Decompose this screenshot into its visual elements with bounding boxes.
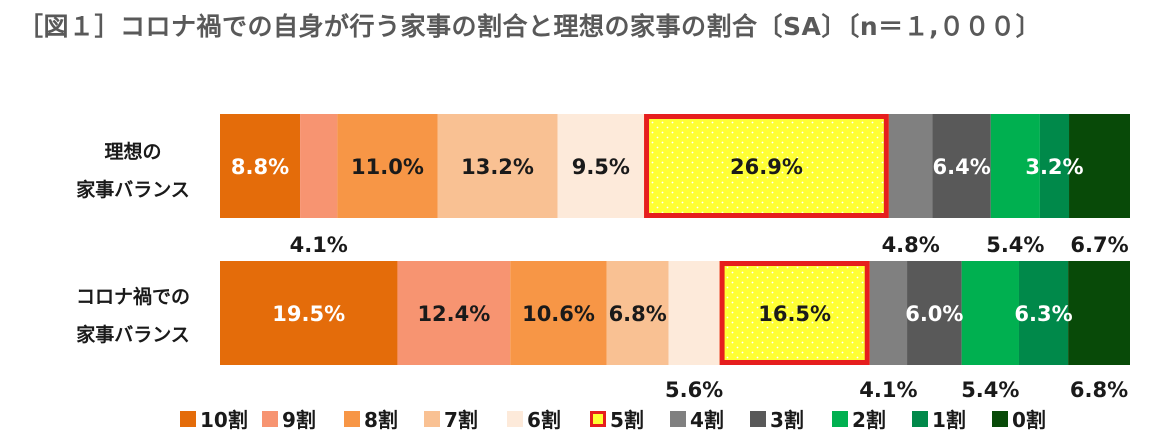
data-label: 6.7% <box>1070 233 1128 257</box>
data-label: 9.5% <box>572 155 630 179</box>
legend-swatch <box>507 411 523 427</box>
data-label: 6.4% <box>933 155 991 179</box>
category-label-line2: 家事バランス <box>76 323 190 346</box>
legend-label: 9割 <box>282 408 316 432</box>
bar-segment-3割 <box>907 261 962 365</box>
bar-segment-2割 <box>990 114 1040 218</box>
highlight-frame <box>644 114 889 218</box>
bar-segment-4割 <box>869 261 908 365</box>
data-label: 5.4% <box>986 233 1044 257</box>
data-label: 6.8% <box>1070 378 1128 402</box>
legend-label: 6割 <box>527 408 561 432</box>
legend-label: 2割 <box>852 408 886 432</box>
legend-swatch <box>832 411 848 427</box>
data-label: 11.0% <box>351 155 424 179</box>
category-label-line2: 家事バランス <box>76 178 190 201</box>
bar-segment-4割 <box>888 114 933 218</box>
bar-segment-2割 <box>961 261 1019 365</box>
bar-segment-3割 <box>932 114 991 218</box>
bar-segment-5割 <box>719 261 870 365</box>
bar-segment-9割 <box>397 261 511 365</box>
legend-swatch <box>992 411 1008 427</box>
data-label: 10.6% <box>522 302 595 326</box>
legend-label: 5割 <box>610 408 644 432</box>
bar-segment-1割 <box>1018 261 1069 365</box>
data-label: 16.5% <box>758 302 831 326</box>
data-label: 3.2% <box>1025 155 1083 179</box>
data-label: 19.5% <box>272 302 345 326</box>
data-label: 4.8% <box>882 233 940 257</box>
bar-segment-6割 <box>668 261 720 365</box>
legend-label: 4割 <box>690 408 724 432</box>
legend-swatch <box>670 411 686 427</box>
bar-segment-7割 <box>606 261 669 365</box>
bar-segment-5割 <box>644 114 889 218</box>
data-label: 4.1% <box>290 233 348 257</box>
bar-segment-8割 <box>510 261 607 365</box>
bar-segment-10割 <box>220 114 301 218</box>
legend-label: 10割 <box>200 408 248 432</box>
legend-swatch <box>424 411 440 427</box>
bar-segment-8割 <box>337 114 438 218</box>
data-label: 6.3% <box>1014 302 1072 326</box>
category-label-line1: 理想の <box>104 140 161 163</box>
legend-swatch <box>262 411 278 427</box>
chart-title: ［図１］コロナ禍での自身が行う家事の割合と理想の家事の割合〔SA〕〔n＝１,００… <box>18 12 1042 41</box>
legend-label: 1割 <box>932 408 966 432</box>
bar-segment-10割 <box>220 261 398 365</box>
legend-swatch <box>912 411 928 427</box>
highlight-frame <box>719 261 870 365</box>
bar-segment-1割 <box>1039 114 1070 218</box>
legend-swatch <box>180 411 196 427</box>
data-label: 13.2% <box>461 155 534 179</box>
data-label: 6.8% <box>609 302 667 326</box>
data-label: 5.6% <box>665 378 723 402</box>
bar-segment-0割 <box>1068 261 1130 365</box>
legend-swatch <box>344 411 360 427</box>
legend-label: 7割 <box>444 408 478 432</box>
data-label: 6.0% <box>905 302 963 326</box>
bar-segment-7割 <box>437 114 558 218</box>
legend-swatch <box>750 411 766 427</box>
legend-label: 8割 <box>364 408 398 432</box>
data-label: 26.9% <box>730 155 803 179</box>
bar-segment-9割 <box>300 114 338 218</box>
legend-label: 0割 <box>1012 408 1046 432</box>
legend-label: 3割 <box>770 408 804 432</box>
legend-swatch <box>590 411 606 427</box>
bar-segment-6割 <box>557 114 645 218</box>
data-label: 5.4% <box>961 378 1019 402</box>
data-label: 12.4% <box>417 302 490 326</box>
data-label: 4.1% <box>859 378 917 402</box>
category-label-line1: コロナ禍での <box>76 285 190 308</box>
data-label: 8.8% <box>231 155 289 179</box>
bar-segment-0割 <box>1069 114 1130 218</box>
